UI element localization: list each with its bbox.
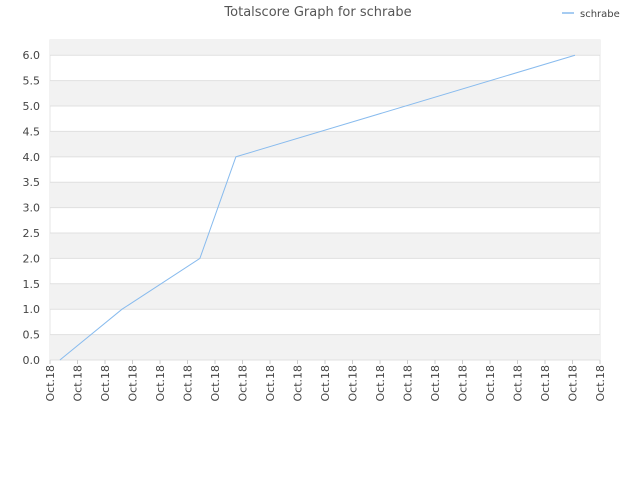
chart-title: Totalscore Graph for schrabe	[223, 5, 411, 20]
x-tick-label: Oct.18	[44, 365, 57, 402]
x-tick-label: Oct.18	[484, 365, 497, 402]
legend-label: schrabe	[580, 9, 620, 20]
y-tick-label: 5.5	[23, 75, 41, 88]
y-tick-label: 0.0	[23, 354, 41, 367]
x-tick-label: Oct.18	[567, 365, 580, 402]
y-tick-label: 3.5	[23, 176, 41, 189]
grid-band	[50, 80, 600, 107]
x-tick-label: Oct.18	[209, 365, 222, 402]
grid-band	[50, 182, 600, 208]
x-tick-label: Oct.18	[264, 365, 277, 402]
x-tick-label: Oct.18	[347, 365, 360, 402]
x-tick-label: Oct.18	[319, 365, 332, 402]
x-tick-label: Oct.18	[374, 365, 387, 402]
y-tick-label: 1.0	[23, 303, 41, 316]
y-tick-label: 2.0	[23, 252, 41, 265]
y-tick-label: 2.5	[23, 227, 41, 240]
grid-band	[50, 283, 600, 310]
y-tick-label: 4.5	[23, 125, 41, 138]
y-tick-label: 4.0	[23, 151, 41, 164]
x-tick-label: Oct.18	[72, 365, 85, 402]
x-tick-label: Oct.18	[457, 365, 470, 402]
x-tick-label: Oct.18	[154, 365, 167, 402]
grid-band	[50, 334, 600, 360]
y-tick-label: 0.5	[23, 329, 41, 342]
y-tick-label: 3.0	[23, 202, 41, 215]
grid-band	[50, 233, 600, 259]
y-tick-label: 5.0	[23, 100, 41, 113]
grid-band	[50, 131, 600, 157]
y-tick-label: 1.5	[23, 278, 41, 291]
x-tick-label: Oct.18	[539, 365, 552, 402]
x-tick-label: Oct.18	[429, 365, 442, 402]
x-tick-label: Oct.18	[292, 365, 305, 402]
x-tick-label: Oct.18	[127, 365, 140, 402]
x-tick-label: Oct.18	[402, 365, 415, 402]
data-line	[59, 54, 576, 361]
x-tick-label: Oct.18	[99, 365, 112, 402]
x-tick-label: Oct.18	[594, 365, 607, 402]
grid-band	[50, 40, 600, 56]
x-tick-label: Oct.18	[512, 365, 525, 402]
x-tick-label: Oct.18	[182, 365, 195, 402]
x-tick-label: Oct.18	[237, 365, 250, 402]
y-tick-label: 6.0	[23, 49, 41, 62]
